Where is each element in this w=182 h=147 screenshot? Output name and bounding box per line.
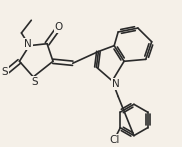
Text: Cl: Cl — [109, 136, 120, 146]
Text: S: S — [31, 77, 37, 87]
Text: N: N — [24, 39, 32, 49]
Text: S: S — [1, 67, 8, 77]
Text: N: N — [112, 79, 120, 89]
Text: O: O — [55, 22, 63, 32]
